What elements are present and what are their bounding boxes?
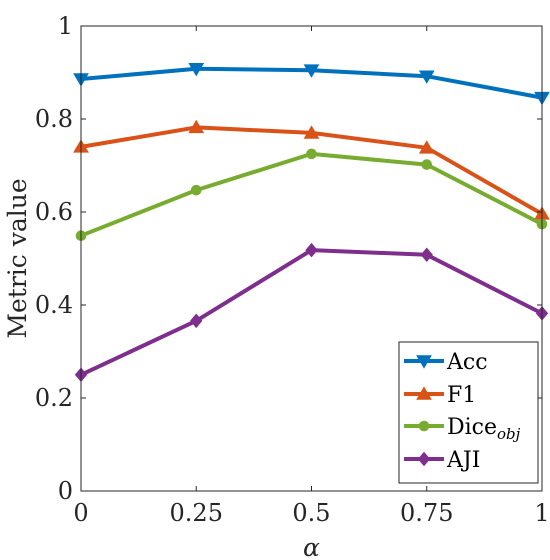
series-layer — [73, 63, 550, 383]
legend-entry-f1: F1 — [404, 383, 476, 408]
legend-items: Acc F1 Diceobj AJI — [404, 350, 521, 473]
legend-swatch-marker — [416, 355, 432, 369]
data-point — [303, 125, 320, 139]
data-point — [188, 63, 205, 77]
x-tick-label: 0.75 — [400, 499, 453, 527]
y-tick-label: 0.6 — [35, 198, 73, 226]
data-point — [303, 64, 320, 78]
legend: Acc F1 Diceobj AJI — [398, 341, 539, 484]
data-point — [306, 148, 317, 160]
legend-label: Acc — [446, 350, 488, 375]
legend-label: F1 — [447, 383, 476, 408]
legend-swatch-marker — [416, 386, 432, 400]
data-point — [190, 184, 202, 196]
y-tick-label: 0 — [58, 477, 73, 505]
y-tick-label: 0.8 — [35, 105, 73, 133]
data-point — [190, 313, 203, 329]
series-aji — [74, 242, 549, 383]
legend-entry-acc: Acc — [404, 350, 488, 375]
y-tick-label: 0.4 — [35, 291, 73, 319]
data-point — [305, 242, 318, 258]
ticks-layer: 0 0.25 0.5 0.75 1 0 0.2 0.4 0.6 0.8 1 — [35, 12, 550, 527]
data-point — [420, 247, 433, 263]
legend-entry-aji: AJI — [404, 448, 480, 473]
x-tick-label: 0.25 — [170, 499, 223, 527]
y-axis-label: Metric value — [3, 178, 32, 338]
x-tick-label: 0.5 — [292, 499, 330, 527]
legend-swatch-marker — [418, 420, 430, 432]
y-tick-label: 0.2 — [35, 384, 73, 412]
legend-label: AJI — [446, 448, 480, 473]
legend-label-subscript: obj — [497, 425, 521, 443]
data-point — [421, 159, 433, 170]
data-point — [418, 140, 435, 154]
data-point — [418, 70, 435, 84]
legend-entry-dice: Diceobj — [404, 415, 521, 443]
legend-swatch-marker — [417, 451, 431, 467]
x-tick-label: 1 — [534, 499, 549, 527]
y-tick-label: 1 — [58, 12, 73, 40]
data-point — [188, 119, 205, 134]
x-axis-label: α — [303, 533, 320, 560]
x-tick-label: 0 — [73, 499, 88, 527]
